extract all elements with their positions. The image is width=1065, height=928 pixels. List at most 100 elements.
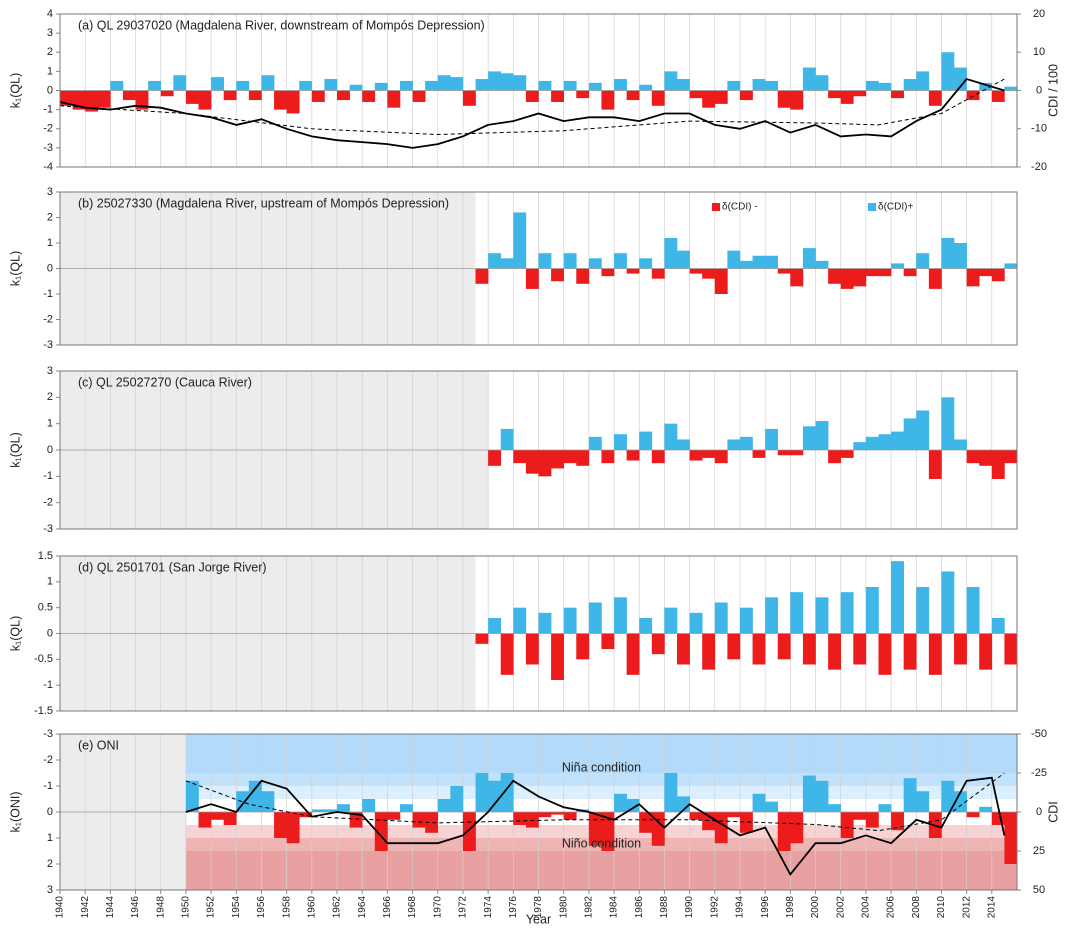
bar — [664, 71, 678, 91]
bar — [966, 90, 980, 101]
bar — [475, 633, 489, 644]
x-tick-label: 1942 — [80, 896, 91, 919]
bar — [450, 786, 464, 812]
x-tick-label: 1966 — [382, 896, 393, 919]
bar — [349, 84, 363, 91]
y-axis-label: k₁(QL) — [8, 616, 22, 651]
y-tick-label: 2 — [47, 391, 53, 403]
bar — [614, 79, 627, 91]
y-tick-label: -2 — [43, 754, 53, 766]
bar — [211, 77, 224, 91]
bar — [488, 780, 502, 812]
bar — [689, 812, 703, 820]
bar — [551, 90, 564, 102]
bar — [601, 90, 615, 110]
bar — [601, 812, 615, 851]
cdi-line — [59, 77, 1005, 149]
x-tick-label: 2010 — [936, 896, 947, 919]
bar — [739, 812, 753, 833]
y-tick-label: -3 — [43, 523, 53, 535]
bar — [777, 90, 791, 108]
bar — [639, 84, 653, 91]
bar — [110, 80, 124, 91]
bar — [462, 812, 476, 851]
bar — [198, 90, 212, 110]
x-tick-label: 2002 — [835, 896, 846, 919]
bar — [677, 250, 690, 269]
y-tick-label: -3 — [43, 728, 53, 740]
y2-tick-label: 0 — [1036, 806, 1042, 818]
bar — [538, 812, 552, 818]
bar — [399, 80, 413, 91]
bar — [752, 79, 766, 91]
bar — [513, 607, 527, 634]
plot-frame — [59, 191, 1018, 346]
bar — [941, 571, 955, 634]
bar — [815, 260, 829, 269]
bar — [954, 439, 967, 450]
bar — [185, 90, 199, 104]
y-axis-label: k₁(QL) — [8, 73, 22, 108]
x-tick-label: 1980 — [558, 896, 569, 919]
bar — [525, 268, 539, 289]
bar — [752, 450, 766, 458]
bar — [1004, 812, 1018, 864]
bar — [211, 812, 224, 820]
y2-tick-label: -25 — [1031, 767, 1047, 779]
bar — [891, 561, 904, 634]
annotation: Niño condition — [562, 836, 641, 850]
bar — [815, 597, 829, 634]
bar — [387, 812, 401, 820]
bar — [979, 450, 993, 466]
bar — [714, 268, 728, 294]
bar — [802, 426, 816, 450]
bar — [475, 268, 489, 284]
bar — [311, 90, 325, 102]
bar — [991, 450, 1005, 479]
x-tick-label: 1982 — [584, 896, 595, 919]
bar — [991, 268, 1005, 282]
bar — [588, 436, 602, 450]
panel-title: (d) QL 2501701 (San Jorge River) — [78, 560, 267, 574]
bar — [714, 602, 728, 634]
bar — [248, 780, 262, 812]
bar — [966, 812, 980, 818]
y-tick-label: 3 — [47, 186, 53, 198]
bar — [714, 450, 728, 464]
bar — [173, 75, 187, 91]
bar — [588, 82, 602, 91]
bar — [865, 587, 879, 634]
bar — [525, 450, 539, 474]
bar — [601, 268, 615, 277]
bar — [802, 248, 816, 269]
bar — [739, 260, 753, 269]
x-tick-label: 1972 — [458, 896, 469, 919]
x-tick-label: 1946 — [130, 896, 141, 919]
bar — [664, 607, 678, 634]
bar — [538, 253, 552, 269]
bar — [475, 773, 489, 812]
panel-title: (b) 25027330 (Magdalena River, upstream … — [78, 196, 449, 210]
y-tick-label: 1 — [47, 576, 53, 588]
bar — [739, 436, 753, 450]
bar — [790, 592, 804, 634]
y-axis-label: k₁(QL) — [8, 432, 22, 467]
bar — [626, 90, 640, 101]
bar — [538, 80, 552, 91]
bar — [349, 812, 363, 828]
y-tick-label: -4 — [43, 161, 53, 173]
bar — [777, 268, 791, 274]
bar — [248, 90, 262, 101]
bar — [702, 268, 716, 279]
bar — [954, 67, 967, 91]
bar — [702, 633, 716, 670]
bar — [1004, 633, 1018, 665]
bar — [399, 804, 413, 812]
bar — [500, 428, 514, 450]
x-tick-label: 1960 — [306, 896, 317, 919]
panel-title: (e) ONI — [78, 738, 119, 752]
bar — [513, 812, 527, 825]
bar — [865, 812, 879, 828]
bar — [639, 258, 653, 269]
bar — [689, 268, 703, 274]
